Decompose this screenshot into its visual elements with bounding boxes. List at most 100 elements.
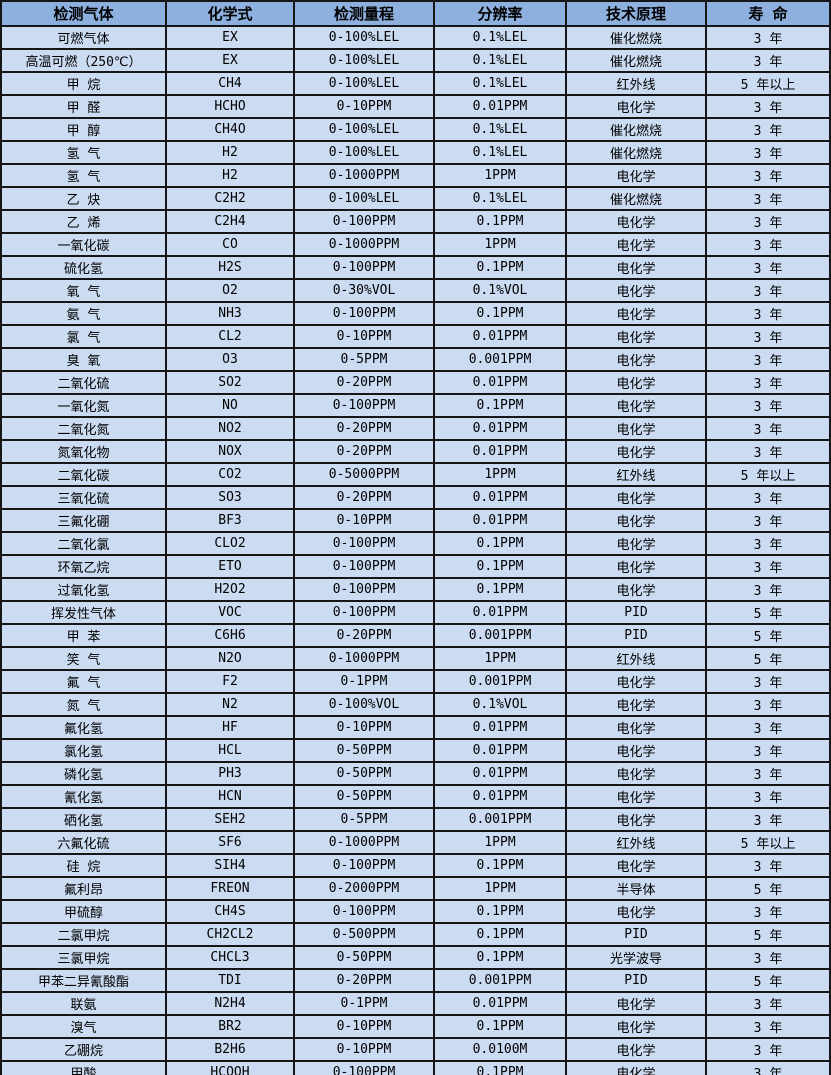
resolution-cell: 0.01PPM [433, 324, 567, 349]
resolution-cell: 1PPM [433, 163, 567, 188]
resolution-cell: 0.01PPM [433, 738, 567, 763]
table-row: 硫化氢 H2S 0-100PPM 0.1PPM 电化学 3 年 [0, 255, 831, 280]
formula-cell: F2 [165, 669, 295, 694]
formula-cell: TDI [165, 968, 295, 993]
table-row: 三氟化硼 BF3 0-10PPM 0.01PPM 电化学 3 年 [0, 508, 831, 533]
gas-name-cell: 高温可燃（250℃） [0, 48, 167, 73]
table-row: 氨 气 NH3 0-100PPM 0.1PPM 电化学 3 年 [0, 301, 831, 326]
formula-cell: SO2 [165, 370, 295, 395]
range-cell: 0-10PPM [293, 1014, 435, 1039]
resolution-cell: 0.1PPM [433, 554, 567, 579]
gas-name-cell: 甲酸 [0, 1060, 167, 1075]
resolution-cell: 0.1%LEL [433, 117, 567, 142]
table-row: 一氧化氮 NO 0-100PPM 0.1PPM 电化学 3 年 [0, 393, 831, 418]
gas-name-cell: 甲 烷 [0, 71, 167, 96]
table-row: 甲 醛 HCHO 0-10PPM 0.01PPM 电化学 3 年 [0, 94, 831, 119]
principle-cell: 电化学 [565, 209, 707, 234]
lifespan-cell: 3 年 [705, 945, 831, 970]
formula-cell: O3 [165, 347, 295, 372]
gas-name-cell: 氧 气 [0, 278, 167, 303]
formula-cell: VOC [165, 600, 295, 625]
principle-cell: 电化学 [565, 738, 707, 763]
table-row: 二氯甲烷 CH2CL2 0-500PPM 0.1PPM PID 5 年 [0, 922, 831, 947]
resolution-cell: 0.1%LEL [433, 140, 567, 165]
formula-cell: O2 [165, 278, 295, 303]
header-gas-name: 检测气体 [0, 0, 167, 27]
resolution-cell: 0.001PPM [433, 347, 567, 372]
header-lifespan: 寿 命 [705, 0, 831, 27]
table-row: 氟 气 F2 0-1PPM 0.001PPM 电化学 3 年 [0, 669, 831, 694]
range-cell: 0-500PPM [293, 922, 435, 947]
formula-cell: C2H4 [165, 209, 295, 234]
formula-cell: NO [165, 393, 295, 418]
table-row: 氧 气 O2 0-30%VOL 0.1%VOL 电化学 3 年 [0, 278, 831, 303]
resolution-cell: 0.001PPM [433, 623, 567, 648]
resolution-cell: 0.01PPM [433, 715, 567, 740]
range-cell: 0-1PPM [293, 669, 435, 694]
resolution-cell: 0.1%LEL [433, 71, 567, 96]
lifespan-cell: 3 年 [705, 738, 831, 763]
table-row: 乙 炔 C2H2 0-100%LEL 0.1%LEL 催化燃烧 3 年 [0, 186, 831, 211]
principle-cell: 电化学 [565, 255, 707, 280]
range-cell: 0-100%LEL [293, 48, 435, 73]
resolution-cell: 1PPM [433, 462, 567, 487]
table-row: 氮 气 N2 0-100%VOL 0.1%VOL 电化学 3 年 [0, 692, 831, 717]
range-cell: 0-100%LEL [293, 140, 435, 165]
gas-name-cell: 二氧化氯 [0, 531, 167, 556]
table-row: 六氟化硫 SF6 0-1000PPM 1PPM 红外线 5 年以上 [0, 830, 831, 855]
table-row: 环氧乙烷 ETO 0-100PPM 0.1PPM 电化学 3 年 [0, 554, 831, 579]
principle-cell: 电化学 [565, 370, 707, 395]
principle-cell: 电化学 [565, 853, 707, 878]
principle-cell: 电化学 [565, 94, 707, 119]
formula-cell: SIH4 [165, 853, 295, 878]
table-row: 过氧化氢 H2O2 0-100PPM 0.1PPM 电化学 3 年 [0, 577, 831, 602]
table-row: 氮氧化物 NOX 0-20PPM 0.01PPM 电化学 3 年 [0, 439, 831, 464]
principle-cell: 红外线 [565, 646, 707, 671]
range-cell: 0-20PPM [293, 439, 435, 464]
gas-name-cell: 三氯甲烷 [0, 945, 167, 970]
table-row: 氯 气 CL2 0-10PPM 0.01PPM 电化学 3 年 [0, 324, 831, 349]
gas-name-cell: 二氧化氮 [0, 416, 167, 441]
range-cell: 0-2000PPM [293, 876, 435, 901]
gas-name-cell: 二氧化碳 [0, 462, 167, 487]
formula-cell: H2S [165, 255, 295, 280]
range-cell: 0-50PPM [293, 761, 435, 786]
formula-cell: C2H2 [165, 186, 295, 211]
table-row: 可燃气体 EX 0-100%LEL 0.1%LEL 催化燃烧 3 年 [0, 25, 831, 50]
resolution-cell: 1PPM [433, 232, 567, 257]
lifespan-cell: 3 年 [705, 784, 831, 809]
range-cell: 0-100PPM [293, 1060, 435, 1075]
principle-cell: 电化学 [565, 577, 707, 602]
gas-name-cell: 氟 气 [0, 669, 167, 694]
range-cell: 0-100PPM [293, 255, 435, 280]
range-cell: 0-50PPM [293, 784, 435, 809]
table-row: 三氯甲烷 CHCL3 0-50PPM 0.1PPM 光学波导 3 年 [0, 945, 831, 970]
lifespan-cell: 3 年 [705, 1037, 831, 1062]
formula-cell: EX [165, 25, 295, 50]
table-row: 甲苯二异氰酸酯 TDI 0-20PPM 0.001PPM PID 5 年 [0, 968, 831, 993]
principle-cell: 电化学 [565, 393, 707, 418]
gas-name-cell: 氨 气 [0, 301, 167, 326]
lifespan-cell: 3 年 [705, 853, 831, 878]
formula-cell: H2 [165, 163, 295, 188]
table-row: 二氧化氮 NO2 0-20PPM 0.01PPM 电化学 3 年 [0, 416, 831, 441]
formula-cell: CH2CL2 [165, 922, 295, 947]
lifespan-cell: 3 年 [705, 508, 831, 533]
table-header: 检测气体 化学式 检测量程 分辨率 技术原理 寿 命 [0, 0, 831, 27]
lifespan-cell: 3 年 [705, 715, 831, 740]
gas-name-cell: 氢 气 [0, 163, 167, 188]
range-cell: 0-1000PPM [293, 163, 435, 188]
resolution-cell: 0.1%VOL [433, 278, 567, 303]
lifespan-cell: 3 年 [705, 393, 831, 418]
principle-cell: 电化学 [565, 784, 707, 809]
resolution-cell: 0.1PPM [433, 1014, 567, 1039]
principle-cell: 电化学 [565, 715, 707, 740]
header-row: 检测气体 化学式 检测量程 分辨率 技术原理 寿 命 [0, 0, 831, 27]
principle-cell: 电化学 [565, 301, 707, 326]
range-cell: 0-1000PPM [293, 646, 435, 671]
formula-cell: HCL [165, 738, 295, 763]
lifespan-cell: 3 年 [705, 94, 831, 119]
range-cell: 0-100PPM [293, 577, 435, 602]
lifespan-cell: 3 年 [705, 416, 831, 441]
table-row: 氢 气 H2 0-100%LEL 0.1%LEL 催化燃烧 3 年 [0, 140, 831, 165]
